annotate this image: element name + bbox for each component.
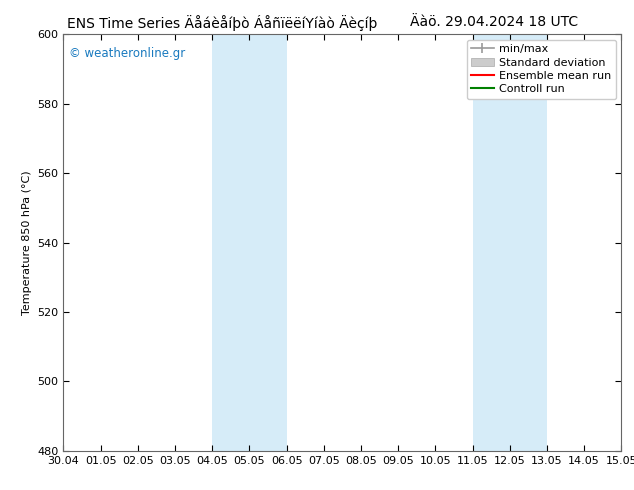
Text: Äàö. 29.04.2024 18 UTC: Äàö. 29.04.2024 18 UTC xyxy=(410,15,579,29)
Text: ENS Time Series Äåáèåíþò ÁåñïëëíYíàò Äèçíþ: ENS Time Series Äåáèåíþò ÁåñïëëíYíàò Äèç… xyxy=(67,15,377,31)
Bar xyxy=(472,34,510,451)
Y-axis label: Temperature 850 hPa (°C): Temperature 850 hPa (°C) xyxy=(22,170,32,315)
Text: © weatheronline.gr: © weatheronline.gr xyxy=(69,47,185,60)
Bar xyxy=(510,34,547,451)
Bar xyxy=(249,34,287,451)
Legend: min/max, Standard deviation, Ensemble mean run, Controll run: min/max, Standard deviation, Ensemble me… xyxy=(467,40,616,99)
Bar xyxy=(212,34,249,451)
